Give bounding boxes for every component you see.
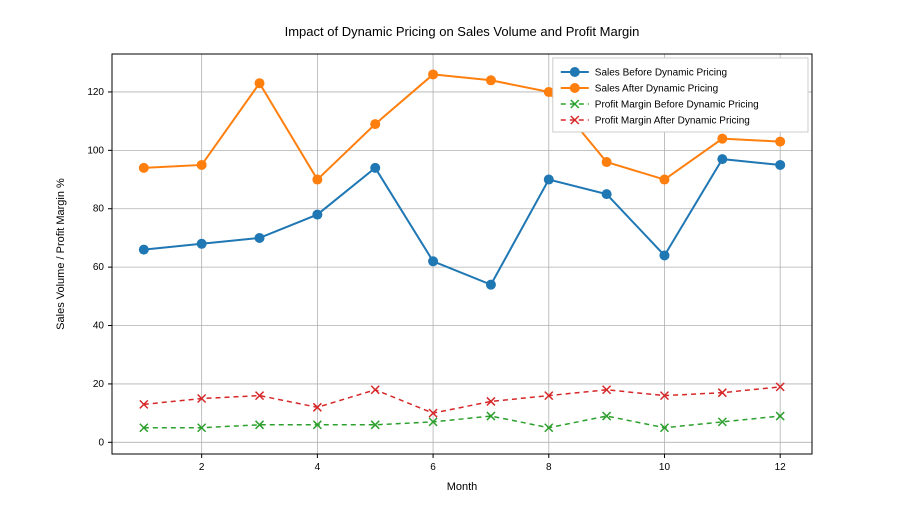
marker-circle [255, 78, 265, 88]
marker-circle [486, 280, 496, 290]
x-tick-label: 12 [775, 462, 787, 473]
marker-circle [659, 250, 669, 260]
x-tick-label: 4 [315, 462, 321, 473]
x-axis-label: Month [447, 481, 478, 493]
line-chart: 24681012020406080100120Impact of Dynamic… [0, 0, 901, 515]
marker-circle [659, 175, 669, 185]
y-tick-label: 0 [98, 437, 104, 448]
x-tick-label: 10 [659, 462, 671, 473]
y-tick-label: 60 [93, 262, 105, 273]
marker-circle [197, 160, 207, 170]
marker-circle [602, 189, 612, 199]
marker-circle [544, 175, 554, 185]
series [140, 412, 784, 432]
y-axis-label: Sales Volume / Profit Margin % [55, 178, 67, 330]
marker-circle [428, 69, 438, 79]
series-line [144, 387, 780, 413]
marker-circle [775, 160, 785, 170]
marker-circle [312, 175, 322, 185]
marker-circle [139, 163, 149, 173]
legend-label: Profit Margin After Dynamic Pricing [595, 116, 750, 127]
marker-circle [602, 157, 612, 167]
legend-label: Profit Margin Before Dynamic Pricing [595, 100, 759, 111]
legend: Sales Before Dynamic Pricing Sales After … [553, 58, 808, 132]
y-tick-label: 120 [87, 87, 104, 98]
marker-circle [570, 67, 580, 77]
x-tick-label: 2 [199, 462, 205, 473]
chart-container: 24681012020406080100120Impact of Dynamic… [0, 0, 901, 515]
legend-label: Sales Before Dynamic Pricing [595, 68, 727, 79]
marker-circle [570, 83, 580, 93]
marker-circle [544, 87, 554, 97]
marker-circle [775, 137, 785, 147]
legend-label: Sales After Dynamic Pricing [595, 84, 718, 95]
chart-title: Impact of Dynamic Pricing on Sales Volum… [285, 24, 640, 39]
series-line [144, 416, 780, 428]
marker-circle [486, 75, 496, 85]
y-tick-label: 40 [93, 321, 105, 332]
marker-circle [428, 256, 438, 266]
y-tick-label: 100 [87, 145, 104, 156]
marker-circle [255, 233, 265, 243]
series [139, 154, 785, 290]
series [140, 383, 784, 417]
marker-circle [370, 163, 380, 173]
y-tick-label: 20 [93, 379, 105, 390]
marker-circle [139, 245, 149, 255]
y-tick-label: 80 [93, 204, 105, 215]
marker-circle [717, 134, 727, 144]
x-tick-label: 6 [430, 462, 436, 473]
marker-circle [370, 119, 380, 129]
marker-circle [312, 210, 322, 220]
series-line [144, 159, 780, 285]
marker-circle [197, 239, 207, 249]
x-tick-label: 8 [546, 462, 552, 473]
marker-circle [717, 154, 727, 164]
